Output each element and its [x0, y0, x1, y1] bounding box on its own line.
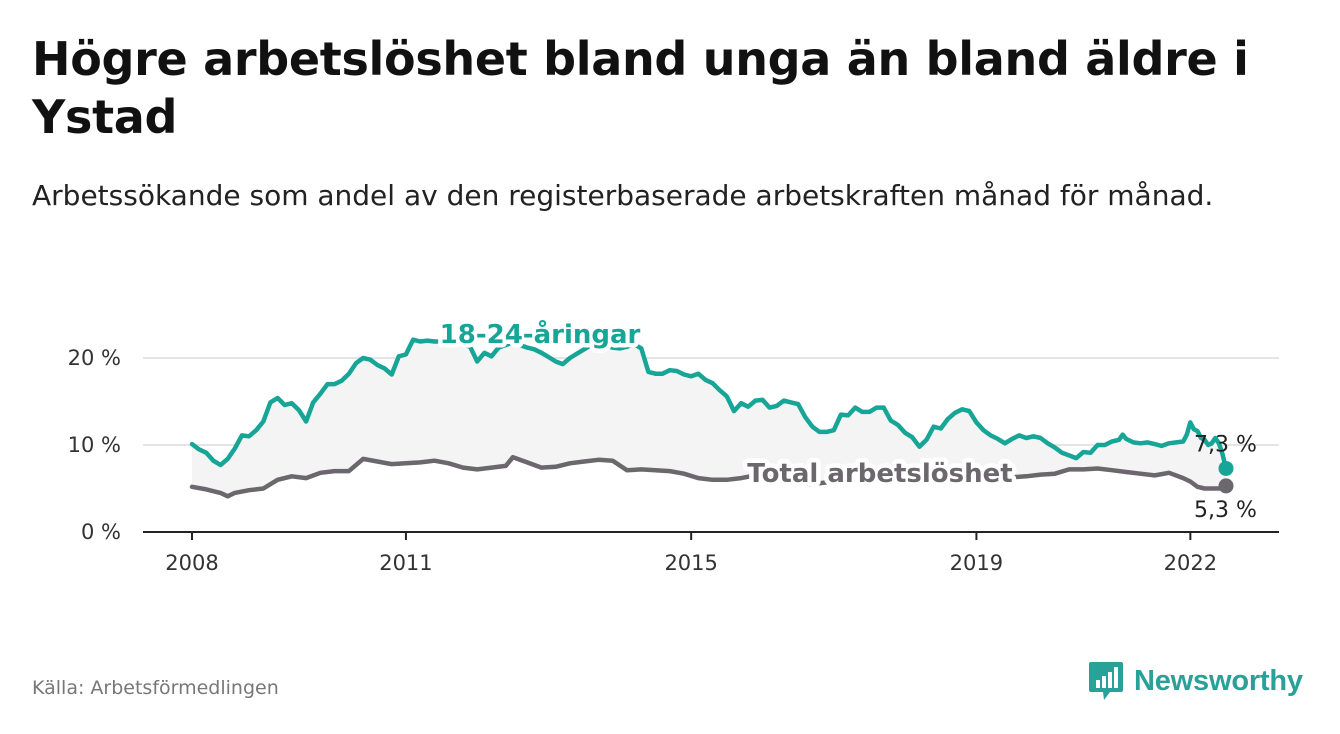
y-tick-label: 0 %: [81, 520, 121, 544]
bar-chart-logo-icon: [1089, 662, 1123, 700]
end-value-label-total: 5,3 %: [1194, 498, 1257, 523]
series-end-point: [1218, 478, 1234, 494]
series-line-total: [189, 454, 1229, 499]
page-title: Högre arbetslöshet bland unga än bland ä…: [32, 32, 1249, 144]
x-tick-label: 2022: [1164, 551, 1217, 575]
x-tick-label: 2011: [379, 551, 432, 575]
logo-text: Newsworthy: [1134, 664, 1303, 697]
end-value-label-youth: 7,3 %: [1194, 432, 1257, 457]
series-label-youth: 18-24-åringar: [440, 318, 641, 350]
line-chart: 0 % 10 % 20 % 2008 2011 2015 2019 2022 5,3 % 7,3…: [67, 318, 1279, 575]
newsworthy-logo: Newsworthy: [1088, 660, 1303, 702]
x-tick-label: 2019: [950, 551, 1003, 575]
x-tick-label: 2015: [664, 551, 717, 575]
y-tick-label: 10 %: [68, 433, 121, 457]
series-line-youth: [189, 337, 1229, 471]
series-label-total-halo: Total arbetslöshet: [747, 459, 1012, 489]
source-note: Källa: Arbetsförmedlingen: [32, 677, 279, 699]
series-end-point: [1218, 460, 1234, 476]
x-tick-label: 2008: [165, 551, 218, 575]
series-label-youth-halo: 18-24-åringar: [440, 318, 641, 350]
page-subtitle: Arbetssökande som andel av den registerb…: [32, 179, 1214, 212]
y-tick-label: 20 %: [68, 346, 121, 370]
series-label-total: Total arbetslöshet: [747, 459, 1012, 489]
area-between-series: [192, 339, 1226, 497]
